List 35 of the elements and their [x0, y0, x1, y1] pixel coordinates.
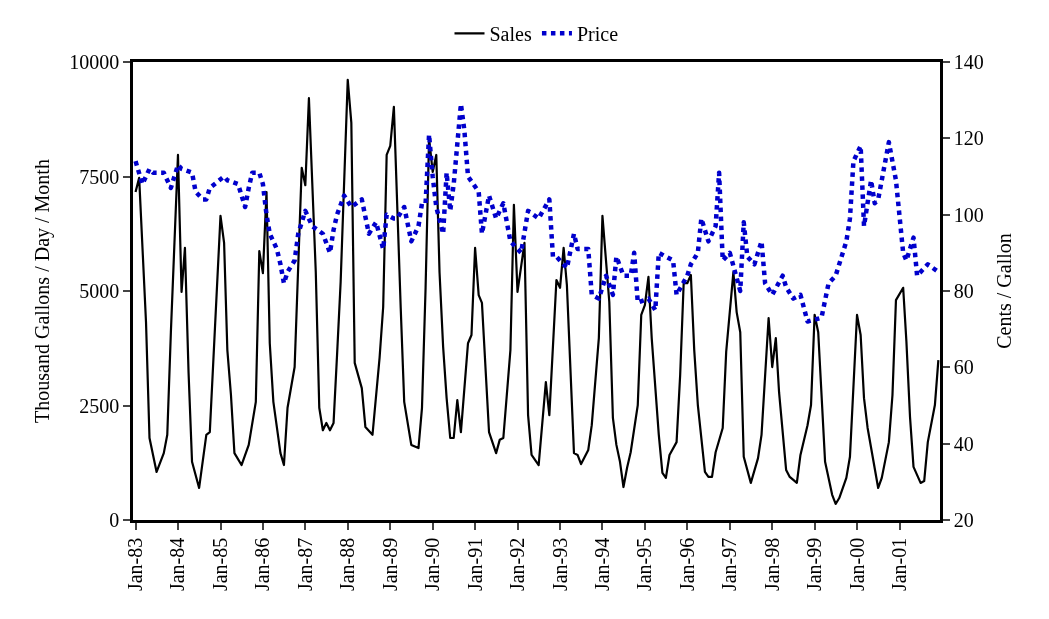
y2-tick-label: 100	[953, 203, 984, 226]
y2-tick-label: 140	[953, 51, 984, 73]
x-tick-label: Jan-85	[209, 537, 231, 592]
x-tick-label: Jan-93	[548, 537, 571, 592]
x-tick-label: Jan-92	[506, 537, 528, 592]
y-tick-label: 2500	[79, 394, 120, 417]
x-tick-label: Jan-83	[124, 537, 147, 592]
x-tick-label: Jan-96	[675, 537, 698, 592]
x-tick-label: Jan-95	[633, 537, 656, 592]
y2-axis-title: Cents / Gallon	[993, 233, 1016, 349]
x-tick-label: Jan-89	[378, 537, 401, 592]
x-tick-label: Jan-90	[421, 537, 444, 592]
x-tick-label: Jan-01	[888, 537, 911, 592]
y2-tick-label: 20	[953, 509, 974, 531]
y2-tick-label: 80	[953, 280, 974, 302]
x-tick-label: Jan-87	[293, 537, 316, 592]
y2-tick-label: 120	[953, 127, 984, 150]
x-tick-label: Jan-84	[166, 537, 189, 592]
y-tick-label: 0	[109, 509, 120, 531]
y-tick-label: 7500	[79, 165, 120, 188]
x-tick-label: Jan-94	[590, 537, 613, 592]
x-tick-label: Jan-98	[760, 537, 783, 592]
y-tick-label: 5000	[79, 280, 120, 302]
x-tick-label: Jan-97	[718, 537, 741, 592]
x-tick-label: Jan-00	[845, 537, 868, 592]
x-tick-label: Jan-99	[803, 537, 826, 592]
y2-tick-label: 40	[953, 432, 974, 455]
y-axis-title: Thousand Gallons / Day / Month	[30, 159, 54, 423]
x-tick-label: Jan-91	[463, 537, 486, 592]
y-tick-label: 10000	[69, 51, 120, 73]
y2-tick-label: 60	[953, 356, 974, 379]
x-tick-label: Jan-88	[336, 537, 359, 592]
x-tick-label: Jan-86	[251, 537, 274, 592]
legend-label: Sales	[489, 23, 532, 46]
legend-label: Price	[576, 23, 619, 46]
